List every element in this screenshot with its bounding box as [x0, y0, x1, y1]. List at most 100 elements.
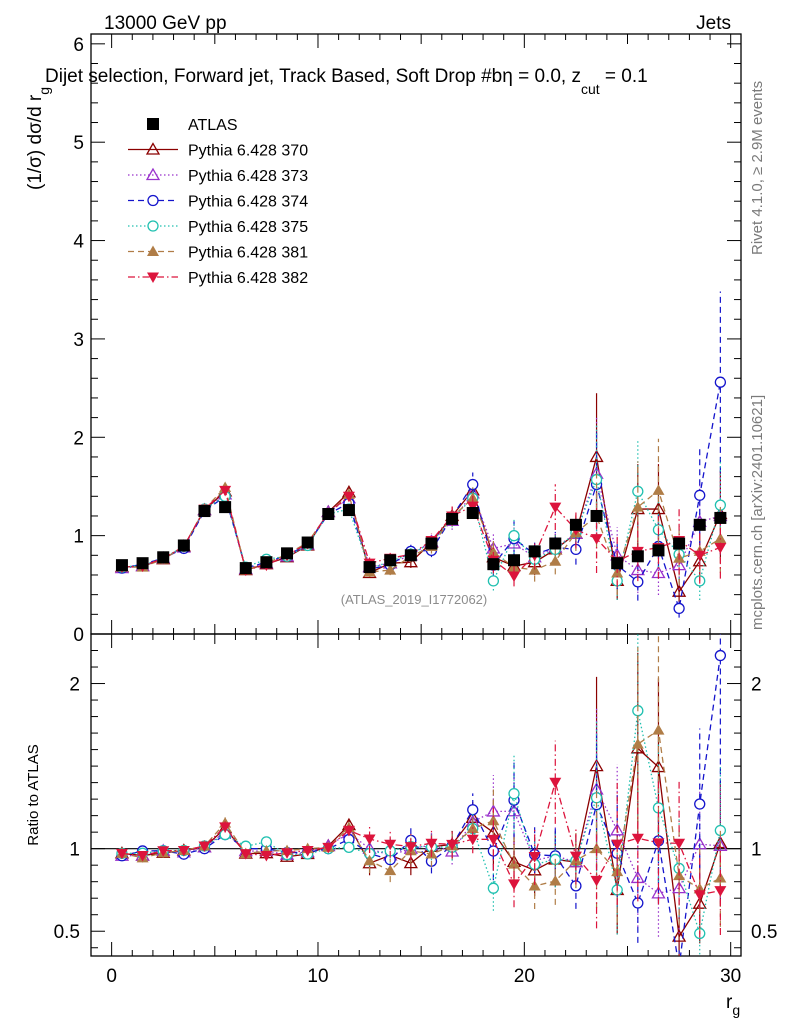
- data-point: [549, 502, 562, 514]
- data-point: [384, 554, 397, 567]
- data-point: [714, 376, 727, 388]
- data-point: [260, 556, 273, 569]
- data-point: [590, 509, 603, 522]
- data-point: [115, 559, 128, 572]
- data-point: [177, 539, 190, 552]
- data-point: [508, 529, 520, 542]
- data-point: [631, 501, 644, 512]
- data-point: [219, 485, 232, 497]
- legend-label: Pythia 6.428 374: [188, 194, 308, 211]
- ratio-point: [549, 874, 562, 886]
- analysis-label: (ATLAS_2019_I1772062): [341, 592, 487, 607]
- ratio-point: [549, 777, 562, 789]
- ratio-series-line: [121, 729, 721, 890]
- ratio-series-1: [114, 652, 728, 956]
- data-point: [404, 549, 417, 562]
- header-right: Jets: [696, 13, 731, 34]
- legend-marker: [147, 194, 159, 207]
- series-line: [121, 456, 721, 594]
- ratio-point: [343, 841, 355, 854]
- data-point: [322, 508, 335, 520]
- legend-marker: [145, 167, 161, 181]
- legend-marker: [147, 272, 159, 283]
- ratio-point: [466, 834, 479, 846]
- ratio-point: [404, 842, 417, 853]
- data-point: [631, 550, 644, 563]
- legend-entry-5: Pythia 6.428 381: [128, 245, 308, 262]
- data-point: [487, 546, 500, 557]
- data-point: [508, 554, 521, 567]
- data-point: [384, 564, 397, 575]
- ratio-y-tick-label-right: 1: [751, 840, 762, 861]
- series-6: [115, 484, 727, 588]
- ratio-point: [384, 839, 397, 851]
- ratio-series-line: [121, 779, 721, 896]
- data-point: [528, 545, 541, 558]
- ratio-point: [652, 724, 665, 735]
- header-left: 13000 GeV pp: [104, 13, 227, 34]
- data-point: [239, 562, 252, 575]
- data-point: [198, 505, 211, 518]
- ratio-series-5: [115, 634, 727, 934]
- ratio-point: [674, 962, 684, 972]
- ratio-series-line: [121, 710, 722, 934]
- legend-marker: [147, 118, 159, 130]
- data-point: [549, 537, 562, 550]
- data-point: [487, 575, 500, 587]
- x-tick-label: 20: [514, 966, 535, 987]
- ratio-point: [528, 880, 541, 891]
- ratio-series-6: [115, 740, 727, 938]
- legend-entry-1: Pythia 6.428 370: [128, 142, 308, 160]
- ratio-series-line: [121, 655, 722, 956]
- legend-entry-3: Pythia 6.428 374: [128, 194, 308, 211]
- data-point: [694, 489, 706, 501]
- ratio-point: [403, 855, 418, 869]
- legend-label: Pythia 6.428 375: [188, 219, 308, 236]
- y-tick-label: 4: [73, 232, 84, 253]
- ratio-point: [363, 854, 376, 866]
- ratio-point: [384, 864, 397, 876]
- ratio-point: [260, 850, 273, 862]
- legend-label: Pythia 6.428 381: [188, 245, 308, 262]
- ratio-point: [198, 841, 211, 853]
- ratio-point: [714, 649, 727, 662]
- x-tick-label: 10: [307, 966, 328, 987]
- legend-entry-2: Pythia 6.428 373: [128, 167, 308, 185]
- data-point: [673, 602, 685, 615]
- ratio-point: [694, 798, 706, 810]
- data-point: [219, 501, 232, 514]
- ratio-point: [631, 833, 644, 845]
- y-tick-label: 2: [73, 428, 84, 449]
- data-point: [673, 537, 686, 550]
- ratio-y-tick-label: 2: [69, 675, 80, 696]
- y-axis-label: (1/σ) dσ/d rg: [25, 87, 52, 190]
- ratio-point: [219, 822, 232, 833]
- ratio-point: [487, 834, 500, 846]
- ratio-point: [363, 834, 376, 845]
- y-tick-label: 5: [73, 133, 84, 154]
- data-point: [342, 504, 355, 517]
- y-tick-label: 6: [73, 35, 84, 56]
- ratio-point: [281, 848, 294, 859]
- ratio-point: [714, 886, 727, 897]
- ratio-point: [239, 849, 252, 860]
- data-point: [363, 561, 376, 574]
- data-point: [446, 512, 459, 525]
- data-point: [714, 532, 727, 544]
- ratio-point: [693, 890, 706, 901]
- legend: ATLAS Pythia 6.428 370 Pythia 6.428 373 Pyt…: [128, 117, 308, 287]
- data-point: [693, 518, 706, 531]
- ratio-point: [177, 846, 190, 857]
- x-tick-label: 30: [720, 966, 741, 987]
- x-axis-label: rg: [726, 992, 740, 1018]
- plot-title: Dijet selection, Forward jet, Track Base…: [45, 66, 648, 97]
- ratio-point: [569, 851, 582, 863]
- data-point: [569, 518, 582, 531]
- ratio-point: [671, 929, 687, 942]
- data-point: [157, 551, 170, 564]
- legend-label: ATLAS: [188, 117, 238, 134]
- data-point: [714, 542, 727, 554]
- data-point: [693, 550, 706, 562]
- data-point: [281, 547, 294, 560]
- ratio-point: [631, 738, 644, 749]
